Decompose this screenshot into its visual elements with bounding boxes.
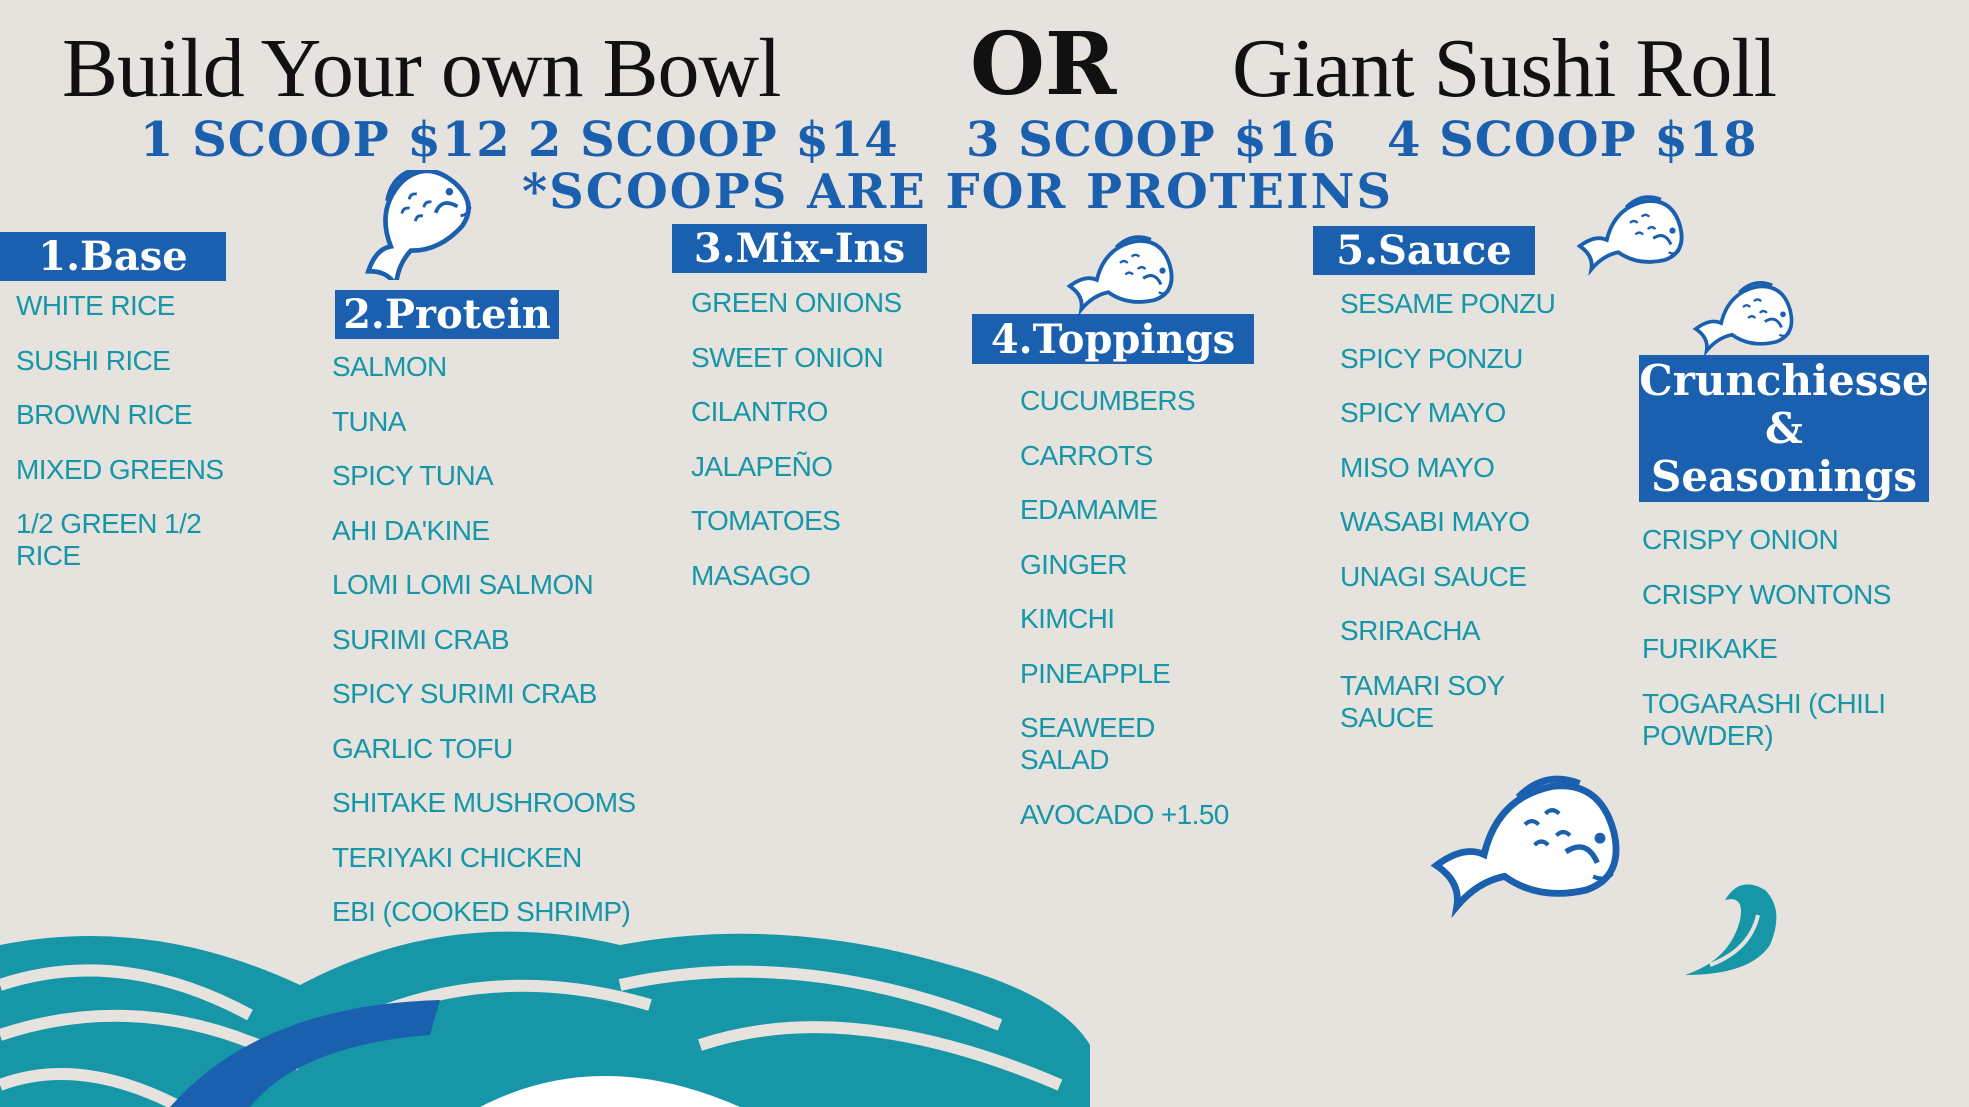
list-item: AHI DA'KINE bbox=[332, 514, 490, 546]
list-item: PINEAPPLE bbox=[1020, 657, 1171, 689]
list-item: SUSHI RICE bbox=[16, 344, 171, 376]
list-item: MASAGO bbox=[691, 559, 811, 591]
list-item: JALAPEÑO bbox=[691, 450, 833, 482]
list-item: TERIYAKI CHICKEN bbox=[332, 841, 582, 873]
section-header-sauce: 5.Sauce bbox=[1313, 226, 1535, 275]
list-item: 1/2 GREEN 1/2 RICE bbox=[16, 508, 202, 571]
title-giant-sushi-roll: Giant Sushi Roll bbox=[1232, 22, 1777, 115]
list-item: SWEET ONION bbox=[691, 341, 884, 373]
list-item: CILANTRO bbox=[691, 396, 828, 427]
toppings-list: CUCUMBERS CARROTS EDAMAME GINGER KIMCHI … bbox=[1020, 385, 1280, 853]
list-item: SPICY MAYO bbox=[1340, 397, 1506, 428]
section-header-mixins: 3.Mix-Ins bbox=[672, 224, 927, 273]
fish-icon bbox=[340, 170, 480, 280]
fish-icon bbox=[1693, 281, 1794, 353]
list-item: TOMATOES bbox=[691, 505, 841, 536]
mixins-list: GREEN ONIONS SWEET ONION CILANTRO JALAPE… bbox=[691, 287, 971, 614]
list-item: GINGER bbox=[1020, 548, 1127, 580]
list-item: FURIKAKE bbox=[1642, 633, 1778, 664]
list-item: CUCUMBERS bbox=[1020, 385, 1196, 416]
list-item: TOGARASHI (CHILI POWDER) bbox=[1642, 687, 1886, 751]
price-2-scoop: 2 SCOOP $14 bbox=[528, 112, 899, 168]
list-item: TUNA bbox=[332, 405, 406, 437]
list-item: EBI (COOKED SHRIMP) bbox=[332, 896, 631, 927]
price-3-scoop: 3 SCOOP $16 bbox=[966, 112, 1337, 168]
fish-icon bbox=[1577, 195, 1684, 272]
crunch-list: CRISPY ONION CRISPY WONTONS FURIKAKE TOG… bbox=[1642, 524, 1942, 774]
list-item: BROWN RICE bbox=[16, 399, 193, 430]
list-item: AVOCADO +1.50 bbox=[1020, 798, 1229, 830]
fish-icon bbox=[1067, 235, 1174, 312]
protein-list: SALMON TUNA SPICY TUNA AHI DA'KINE LOMI … bbox=[332, 351, 672, 951]
list-item: MIXED GREENS bbox=[16, 453, 224, 485]
price-1-scoop: 1 SCOOP $12 bbox=[140, 112, 511, 168]
list-item: SESAME PONZU bbox=[1340, 288, 1556, 319]
list-item: CARROTS bbox=[1020, 439, 1153, 471]
header-line: Seasonings bbox=[1651, 451, 1917, 501]
list-item: WASABI MAYO bbox=[1340, 506, 1530, 537]
header-line: Crunchiesse bbox=[1639, 355, 1929, 405]
title-or: OR bbox=[970, 14, 1117, 115]
price-4-scoop: 4 SCOOP $18 bbox=[1387, 112, 1758, 168]
list-item: GARLIC TOFU bbox=[332, 732, 513, 764]
section-header-crunchiesse-seasonings: Crunchiesse & Seasonings bbox=[1639, 355, 1929, 502]
waves-decoration bbox=[0, 925, 1090, 1107]
section-header-protein: 2.Protein bbox=[335, 290, 559, 339]
section-header-toppings: 4.Toppings bbox=[972, 314, 1254, 364]
header-line: & bbox=[1765, 403, 1803, 453]
title-build-your-own-bowl: Build Your own Bowl bbox=[62, 22, 782, 115]
list-item: SRIRACHA bbox=[1340, 615, 1480, 646]
list-item: CRISPY WONTONS bbox=[1642, 578, 1891, 610]
base-list: WHITE RICE SUSHI RICE BROWN RICE MIXED G… bbox=[16, 290, 236, 595]
list-item: CRISPY ONION bbox=[1642, 524, 1839, 555]
list-item: SPICY TUNA bbox=[332, 460, 494, 491]
sauce-list: SESAME PONZU SPICY PONZU SPICY MAYO MISO… bbox=[1340, 288, 1600, 756]
list-item: SHITAKE MUSHROOMS bbox=[332, 787, 636, 818]
list-item: EDAMAME bbox=[1020, 494, 1158, 525]
list-item: GREEN ONIONS bbox=[691, 287, 902, 318]
list-item: MISO MAYO bbox=[1340, 451, 1495, 483]
wave-curl-icon bbox=[1685, 884, 1777, 975]
list-item: WHITE RICE bbox=[16, 290, 175, 321]
list-item: SPICY SURIMI CRAB bbox=[332, 678, 597, 709]
list-item: SPICY PONZU bbox=[1340, 342, 1523, 374]
list-item: SEAWEED SALAD bbox=[1020, 712, 1155, 775]
list-item: SURIMI CRAB bbox=[332, 623, 510, 655]
list-item: SALMON bbox=[332, 351, 447, 382]
list-item: KIMCHI bbox=[1020, 603, 1115, 634]
list-item: UNAGI SAUCE bbox=[1340, 560, 1527, 592]
list-item: TAMARI SOY SAUCE bbox=[1340, 669, 1505, 733]
list-item: LOMI LOMI SALMON bbox=[332, 569, 594, 600]
scoops-note: *SCOOPS ARE FOR PROTEINS bbox=[522, 164, 1394, 220]
fish-icon bbox=[1400, 770, 1650, 920]
section-header-base: 1.Base bbox=[0, 232, 226, 281]
